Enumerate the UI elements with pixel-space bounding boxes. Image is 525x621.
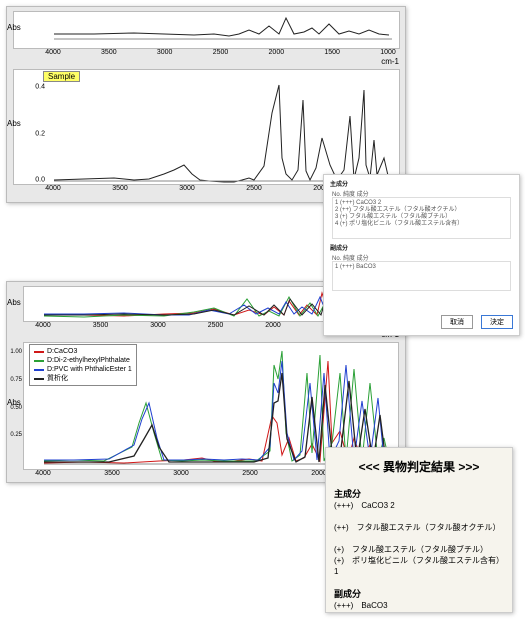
xtick: 3500 xyxy=(104,470,120,477)
plot1-xunit: cm-1 xyxy=(381,57,399,66)
result-main-lines: (+++) CaCO3 2 (++) フタル酸エステル（フタル酸オクチル） (+… xyxy=(334,500,504,577)
legend-item: 質析化 xyxy=(34,374,132,383)
result-line: (++) フタル酸エステル（フタル酸オクチル） xyxy=(334,522,504,533)
xtick: 3500 xyxy=(112,185,128,192)
plot2-ylabel: Abs xyxy=(7,119,21,128)
xtick: 2500 xyxy=(213,49,229,56)
xtick: 3000 xyxy=(157,49,173,56)
result-line xyxy=(334,511,504,522)
result-line: (+) フタル酸エステル（フタル酸ブチル） xyxy=(334,544,504,555)
plot1-xticks: 4000 3500 3000 2500 2000 1500 1000 xyxy=(13,49,398,59)
xtick: 3000 xyxy=(179,185,195,192)
dialog-section-main-header: 主成分 xyxy=(330,179,348,188)
dialog-section-sub-header: 副成分 xyxy=(330,243,348,252)
table-row: 4 (+) ポリ塩化ビニル（フタル酸エステル含有） xyxy=(335,221,508,228)
xtick: 3000 xyxy=(150,322,166,329)
legend-item: D:PVC with PhthalicEster 1 xyxy=(34,365,132,374)
table-row: 2 (++) フタル酸エステル（フタル酸オクチル） xyxy=(335,207,508,214)
plot2-svg xyxy=(13,69,400,185)
table-row: 3 (+) フタル酸エステル（フタル酸ブチル） xyxy=(335,214,508,221)
sample-tag-label: Sample xyxy=(48,72,75,81)
legend-label: 質析化 xyxy=(47,374,68,383)
result-line: (+) ポリ塩化ビニル（フタル酸エステル含有）1 xyxy=(334,555,504,577)
xtick: 2500 xyxy=(208,322,224,329)
xtick: 1500 xyxy=(324,49,340,56)
legend-swatch xyxy=(34,378,44,380)
table-row: 1 (+++) BaCO3 xyxy=(335,264,508,271)
dialog-cancel-button[interactable]: 取消 xyxy=(441,315,473,329)
xtick: 2500 xyxy=(242,470,258,477)
plot2-yticks: 0.0 0.2 0.4 xyxy=(27,69,45,183)
sample-tag: Sample xyxy=(43,71,80,82)
result-title: <<< 異物判定結果 >>> xyxy=(334,458,504,475)
xtick: 4000 xyxy=(35,470,51,477)
xtick: 4000 xyxy=(45,49,61,56)
legend-swatch xyxy=(34,351,44,353)
table-row: 1 (+++) CaCO3 2 xyxy=(335,200,508,207)
legend-swatch xyxy=(34,360,44,362)
ytick: 1.00 xyxy=(10,349,22,355)
result-sub-lines: (+++) BaCO3 xyxy=(334,600,504,611)
plot3-ylabel: Abs xyxy=(7,298,21,307)
legend-label: D:CaCO3 xyxy=(47,347,77,356)
xtick: 2000 xyxy=(265,322,281,329)
ytick: 0.25 xyxy=(10,432,22,438)
plot1-ylabel: Abs xyxy=(7,23,21,32)
xtick: 3500 xyxy=(93,322,109,329)
legend-item: D:Di-2-ethylhexylPhthalate xyxy=(34,356,132,365)
xtick: 2000 xyxy=(269,49,285,56)
plot4-yticks: 0.25 0.50 0.75 1.00 xyxy=(7,342,22,468)
xtick: 4000 xyxy=(35,322,51,329)
result-main-header: 主成分 xyxy=(334,487,504,500)
result-line: (+++) BaCO3 xyxy=(334,600,504,611)
ytick: 0.4 xyxy=(35,84,45,91)
xtick: 3000 xyxy=(173,470,189,477)
component-dialog: 主成分 No. 純度 成分 1 (+++) CaCO3 22 (++) フタル酸… xyxy=(323,174,520,336)
result-sub-header: 副成分 xyxy=(334,587,504,600)
xtick: 3500 xyxy=(101,49,117,56)
result-line xyxy=(334,533,504,544)
legend-label: D:Di-2-ethylhexylPhthalate xyxy=(47,356,130,365)
dialog-ok-button[interactable]: 決定 xyxy=(481,315,513,329)
ytick: 0.2 xyxy=(35,130,45,137)
xtick: 2500 xyxy=(246,185,262,192)
result-sheet: <<< 異物判定結果 >>> 主成分 (+++) CaCO3 2 (++) フタ… xyxy=(325,447,513,613)
legend-item: D:CaCO3 xyxy=(34,347,132,356)
legend-label: D:PVC with PhthalicEster 1 xyxy=(47,365,132,374)
ytick: 0.50 xyxy=(10,405,22,411)
plot4-legend: D:CaCO3D:Di-2-ethylhexylPhthalateD:PVC w… xyxy=(29,344,137,386)
legend-swatch xyxy=(34,369,44,371)
xtick: 4000 xyxy=(45,185,61,192)
ytick: 0.0 xyxy=(35,177,45,184)
dialog-rows-sub: 1 (+++) BaCO3 xyxy=(332,261,511,291)
xtick: 1000 xyxy=(380,49,396,56)
ytick: 0.75 xyxy=(10,377,22,383)
plot1-svg xyxy=(13,11,400,49)
dialog-rows-main: 1 (+++) CaCO3 22 (++) フタル酸エステル（フタル酸オクチル）… xyxy=(332,197,511,239)
result-line: (+++) CaCO3 2 xyxy=(334,500,504,511)
